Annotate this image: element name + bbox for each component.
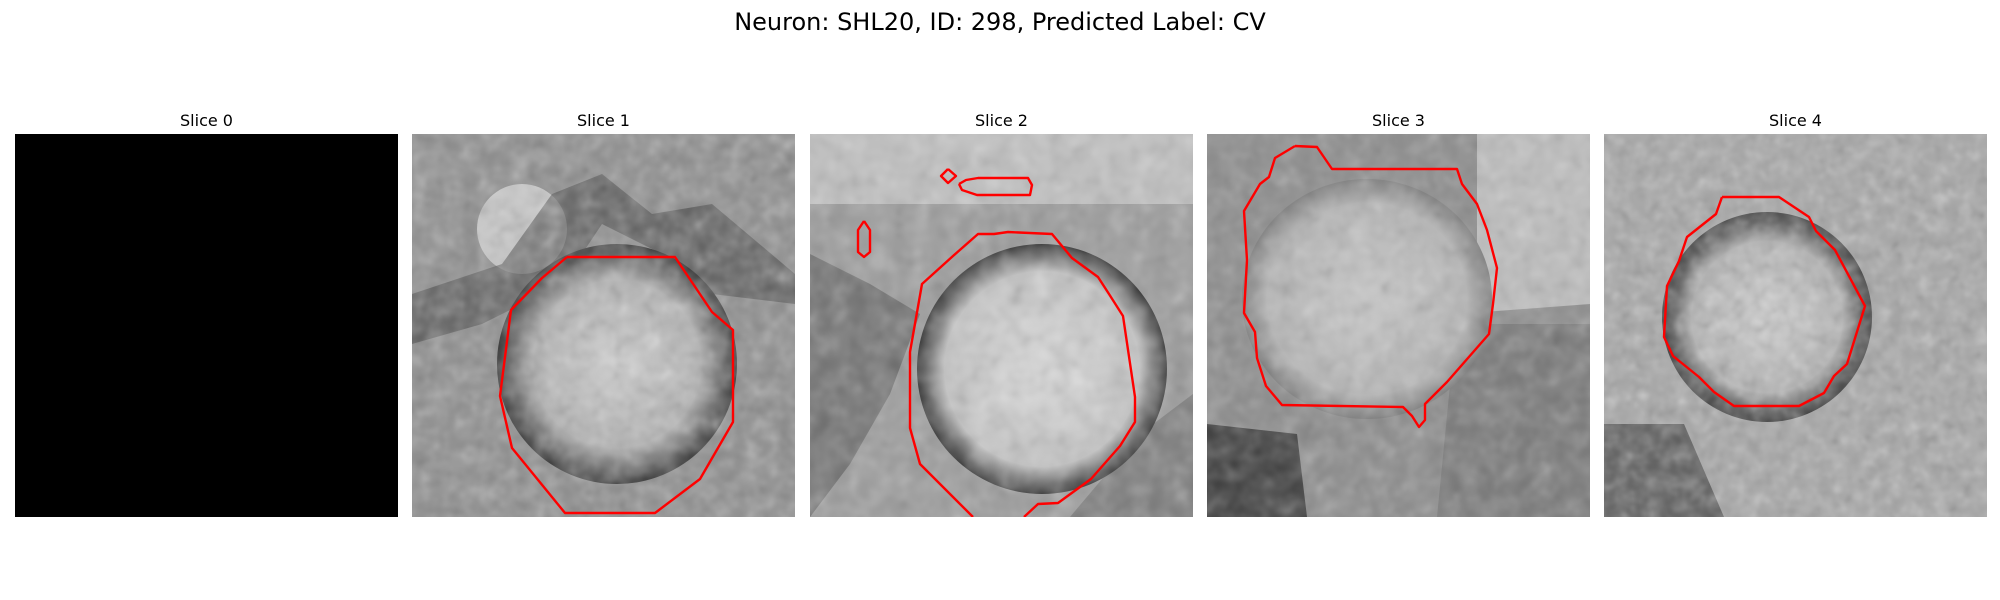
cell-contour-2c xyxy=(939,168,958,185)
slice-image-4 xyxy=(1604,134,1987,517)
slice-panel-0: Slice 0 xyxy=(15,110,398,517)
slice-title-1: Slice 1 xyxy=(577,111,630,130)
slice-title-2: Slice 2 xyxy=(975,111,1028,130)
cell-contour-4 xyxy=(1662,195,1867,408)
slice-image-3 xyxy=(1207,134,1590,517)
slice-image-0 xyxy=(15,134,398,517)
slice-panel-4: Slice 4 xyxy=(1604,110,1987,517)
cell-contour-2d xyxy=(856,220,872,259)
cell-contour-2b xyxy=(957,176,1034,197)
slice-title-4: Slice 4 xyxy=(1769,111,1822,130)
figure-title: Neuron: SHL20, ID: 298, Predicted Label:… xyxy=(734,8,1266,36)
slice-title-0: Slice 0 xyxy=(180,111,233,130)
cell-contour-1 xyxy=(498,255,735,515)
slice-panel-3: Slice 3 xyxy=(1207,110,1590,517)
cell-contour-3 xyxy=(1242,144,1499,429)
cell-contour-2a xyxy=(908,230,1137,517)
slice-image-1 xyxy=(412,134,795,517)
slice-panel-2: Slice 2 xyxy=(810,110,1193,517)
slice-title-3: Slice 3 xyxy=(1372,111,1425,130)
slice-panel-1: Slice 1 xyxy=(412,110,795,517)
slice-image-2 xyxy=(810,134,1193,517)
